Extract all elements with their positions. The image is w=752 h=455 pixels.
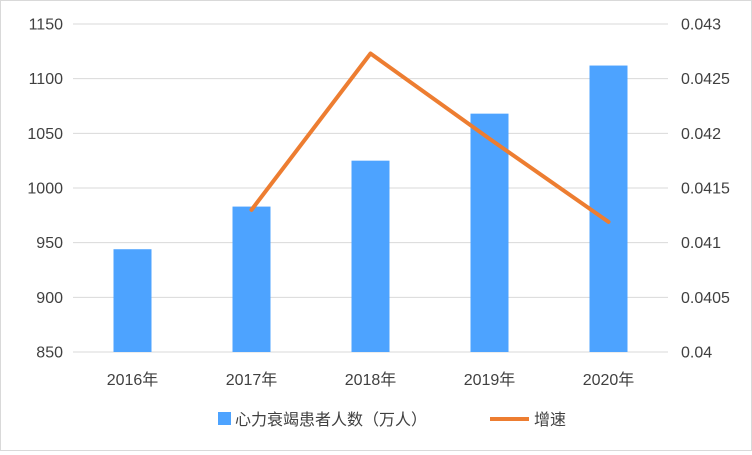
x-axis-tick-label: 2020年	[583, 371, 635, 389]
legend: 心力衰竭患者人数（万人） 增速	[218, 411, 566, 429]
left-axis-tick-label: 1000	[27, 181, 63, 198]
right-axis-tick-label: 0.04	[681, 345, 712, 362]
left-axis-tick-label: 1100	[29, 71, 64, 88]
bar	[590, 66, 628, 352]
right-axis-tick-label: 0.043	[681, 17, 721, 34]
left-axis-tick-label: 1050	[27, 126, 63, 143]
legend-label-bar: 心力衰竭患者人数（万人）	[235, 411, 427, 429]
left-axis-tick-label: 900	[36, 290, 63, 307]
legend-swatch-bar	[218, 412, 231, 425]
bar-series	[114, 66, 628, 352]
left-axis-tick-label: 850	[36, 345, 63, 362]
x-axis-ticks: 2016年 2017年 2018年 2019年 2020年	[107, 371, 635, 389]
right-axis-tick-label: 0.0425	[681, 71, 730, 88]
bar	[352, 161, 390, 352]
right-axis-tick-label: 0.042	[681, 126, 721, 143]
x-axis-tick-label: 2016年	[107, 371, 159, 389]
left-axis-tick-label: 1150	[29, 17, 64, 34]
right-axis-tick-label: 0.041	[681, 235, 721, 252]
bar	[233, 207, 271, 352]
x-axis-tick-label: 2018年	[345, 371, 397, 389]
x-axis-tick-label: 2017年	[226, 371, 278, 389]
right-axis-tick-label: 0.0415	[681, 181, 730, 198]
left-axis-tick-label: 950	[36, 235, 63, 252]
x-axis-tick-label: 2019年	[464, 371, 516, 389]
right-axis-tick-label: 0.0405	[681, 290, 730, 307]
left-axis-ticks: 850 900 950 1000 1050 1100 1150	[27, 17, 63, 362]
legend-label-line: 增速	[534, 411, 566, 429]
bar	[114, 249, 152, 352]
right-axis-ticks: 0.04 0.0405 0.041 0.0415 0.042 0.0425 0.043	[681, 17, 730, 362]
